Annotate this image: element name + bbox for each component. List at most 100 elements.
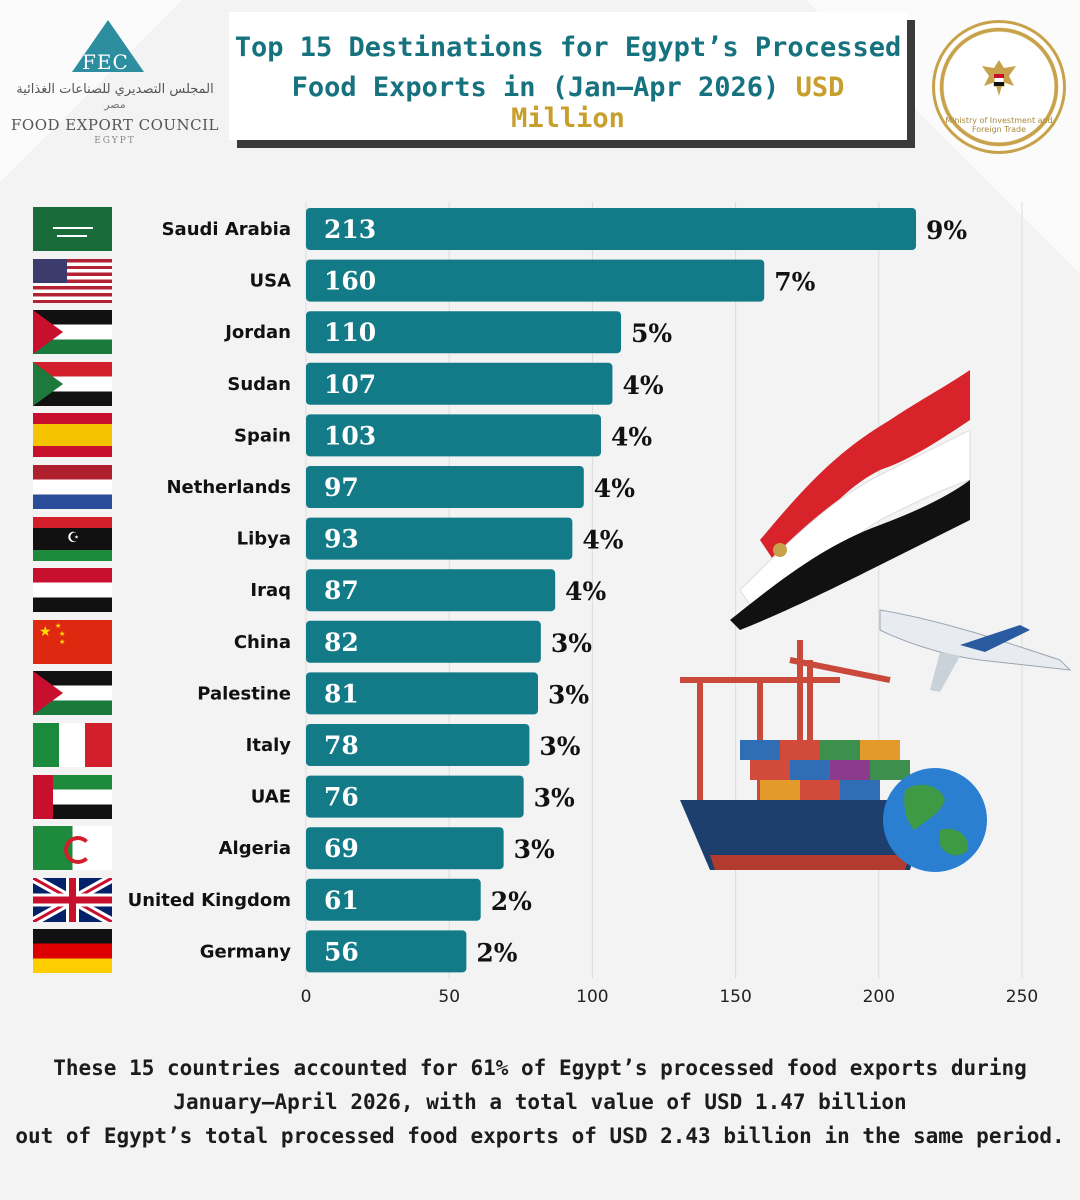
ministry-seal: Ministry of Investment and Foreign Trade xyxy=(932,20,1066,154)
flag-palestine-icon xyxy=(33,671,112,716)
trade-illustration xyxy=(680,370,1072,872)
percent-label: 3% xyxy=(551,629,592,658)
category-label: Jordan xyxy=(223,322,291,343)
bar xyxy=(306,208,917,250)
x-tick-label: 200 xyxy=(863,987,895,1007)
flag-algeria-icon xyxy=(33,826,112,871)
bar-chart: 0 50 100 150 200 250 213 Saudi Arabia 9% 160 USA 7%… xyxy=(128,202,1038,1007)
flag-saudi-arabia-icon xyxy=(33,207,112,251)
flag-sudan-icon xyxy=(33,361,112,406)
chart-title-line1: Top 15 Destinations for Egypt’s Processe… xyxy=(234,32,902,63)
egypt-waving-flag-icon xyxy=(730,370,971,630)
bar xyxy=(306,878,481,921)
flag-jordan-icon xyxy=(33,310,112,355)
flag-china-icon: ★ ★ ★ ★ xyxy=(33,619,112,664)
logo-triangle-icon xyxy=(72,20,144,72)
bar-value-label: 78 xyxy=(324,731,359,760)
bar-value-label: 107 xyxy=(324,370,376,399)
footer-line-1: These 15 countries accounted for 61% of … xyxy=(53,1056,1027,1080)
x-tick-label: 0 xyxy=(301,987,312,1007)
percent-label: 4% xyxy=(594,474,635,503)
percent-label: 2% xyxy=(491,887,532,916)
footer-line-2: January–April 2026, with a total value o… xyxy=(173,1090,907,1114)
percent-label: 2% xyxy=(476,938,517,967)
percent-label: 9% xyxy=(926,216,967,245)
category-label: Algeria xyxy=(219,838,291,859)
bar-value-label: 103 xyxy=(324,421,376,450)
bar-value-label: 97 xyxy=(324,473,359,502)
category-label: UAE xyxy=(251,787,291,808)
bar xyxy=(306,311,622,354)
bar xyxy=(306,466,584,508)
shipping-containers-icon xyxy=(740,740,910,800)
bar-value-label: 160 xyxy=(324,267,376,296)
percent-label: 3% xyxy=(534,784,575,813)
bar-value-label: 76 xyxy=(324,783,359,812)
percent-label: 5% xyxy=(631,319,672,348)
category-label: China xyxy=(234,632,291,653)
chart-title-unit: USD Million xyxy=(511,72,845,134)
flag-italy-icon xyxy=(33,723,112,767)
logo-abbreviation: FEC xyxy=(82,50,129,74)
fec-logo: FEC المجلس التصديري للصناعات الغذائية مص… xyxy=(10,12,220,146)
globe-icon xyxy=(883,768,987,872)
logo-arabic-name: المجلس التصديري للصناعات الغذائية xyxy=(16,82,214,97)
seal-text: Ministry of Investment and Foreign Trade xyxy=(945,116,1053,134)
x-tick-label: 50 xyxy=(438,987,460,1007)
bar xyxy=(306,414,601,457)
percent-label: 3% xyxy=(539,732,580,761)
x-tick-label: 150 xyxy=(719,987,751,1007)
bar xyxy=(306,930,467,973)
category-label: Sudan xyxy=(227,374,291,395)
bar xyxy=(306,775,524,818)
bar-value-label: 82 xyxy=(324,628,359,657)
bar-value-label: 61 xyxy=(324,886,359,915)
percent-label: 3% xyxy=(514,835,555,864)
bar xyxy=(306,517,573,560)
bar xyxy=(306,569,556,612)
chart-title-line2: Food Exports in (Jan–Apr 2026) USD Milli… xyxy=(229,72,907,134)
percent-label: 3% xyxy=(548,680,589,709)
category-label: Iraq xyxy=(250,580,291,601)
bar-value-label: 69 xyxy=(324,834,359,863)
logo-country: EGYPT xyxy=(94,136,136,146)
category-label: Germany xyxy=(200,941,292,962)
category-label: USA xyxy=(249,271,291,292)
flag-iraq-icon xyxy=(33,568,112,613)
flag-spain-icon xyxy=(33,413,112,458)
bar-value-label: 213 xyxy=(324,215,376,244)
bar-value-label: 110 xyxy=(324,318,376,347)
flag-usa-icon xyxy=(33,258,112,303)
flag-united-kingdom-icon xyxy=(33,877,112,922)
footer-line-3: out of Egypt’s total processed food expo… xyxy=(15,1124,1065,1148)
bar-value-label: 81 xyxy=(324,679,359,708)
bar xyxy=(306,827,504,870)
flag-germany-icon xyxy=(33,929,112,974)
bar-value-label: 93 xyxy=(324,525,359,554)
percent-label: 7% xyxy=(774,268,815,297)
percent-label: 4% xyxy=(565,577,606,606)
title-box: Top 15 Destinations for Egypt’s Processe… xyxy=(229,12,907,140)
bar xyxy=(306,724,530,766)
bar-value-label: 87 xyxy=(324,576,359,605)
bar xyxy=(306,620,541,663)
category-label: Netherlands xyxy=(166,477,291,498)
bar xyxy=(306,362,613,405)
bar-value-label: 56 xyxy=(324,937,359,966)
bar xyxy=(306,259,765,302)
logo-english-name: FOOD EXPORT COUNCIL xyxy=(10,116,220,134)
airplane-icon xyxy=(879,609,1072,692)
flag-uae-icon xyxy=(33,774,112,819)
flag-libya-icon: ☪ xyxy=(33,516,112,561)
percent-label: 4% xyxy=(611,422,652,451)
category-label: United Kingdom xyxy=(128,890,291,911)
cargo-ship-icon xyxy=(680,800,930,870)
flag-netherlands-icon xyxy=(33,465,112,509)
category-label: Italy xyxy=(246,735,292,756)
logo-arabic-sub: مصر xyxy=(104,98,126,111)
x-tick-label: 250 xyxy=(1006,987,1038,1007)
category-label: Libya xyxy=(237,529,291,550)
category-label: Spain xyxy=(234,425,291,446)
category-label: Palestine xyxy=(197,683,291,704)
percent-label: 4% xyxy=(622,371,663,400)
